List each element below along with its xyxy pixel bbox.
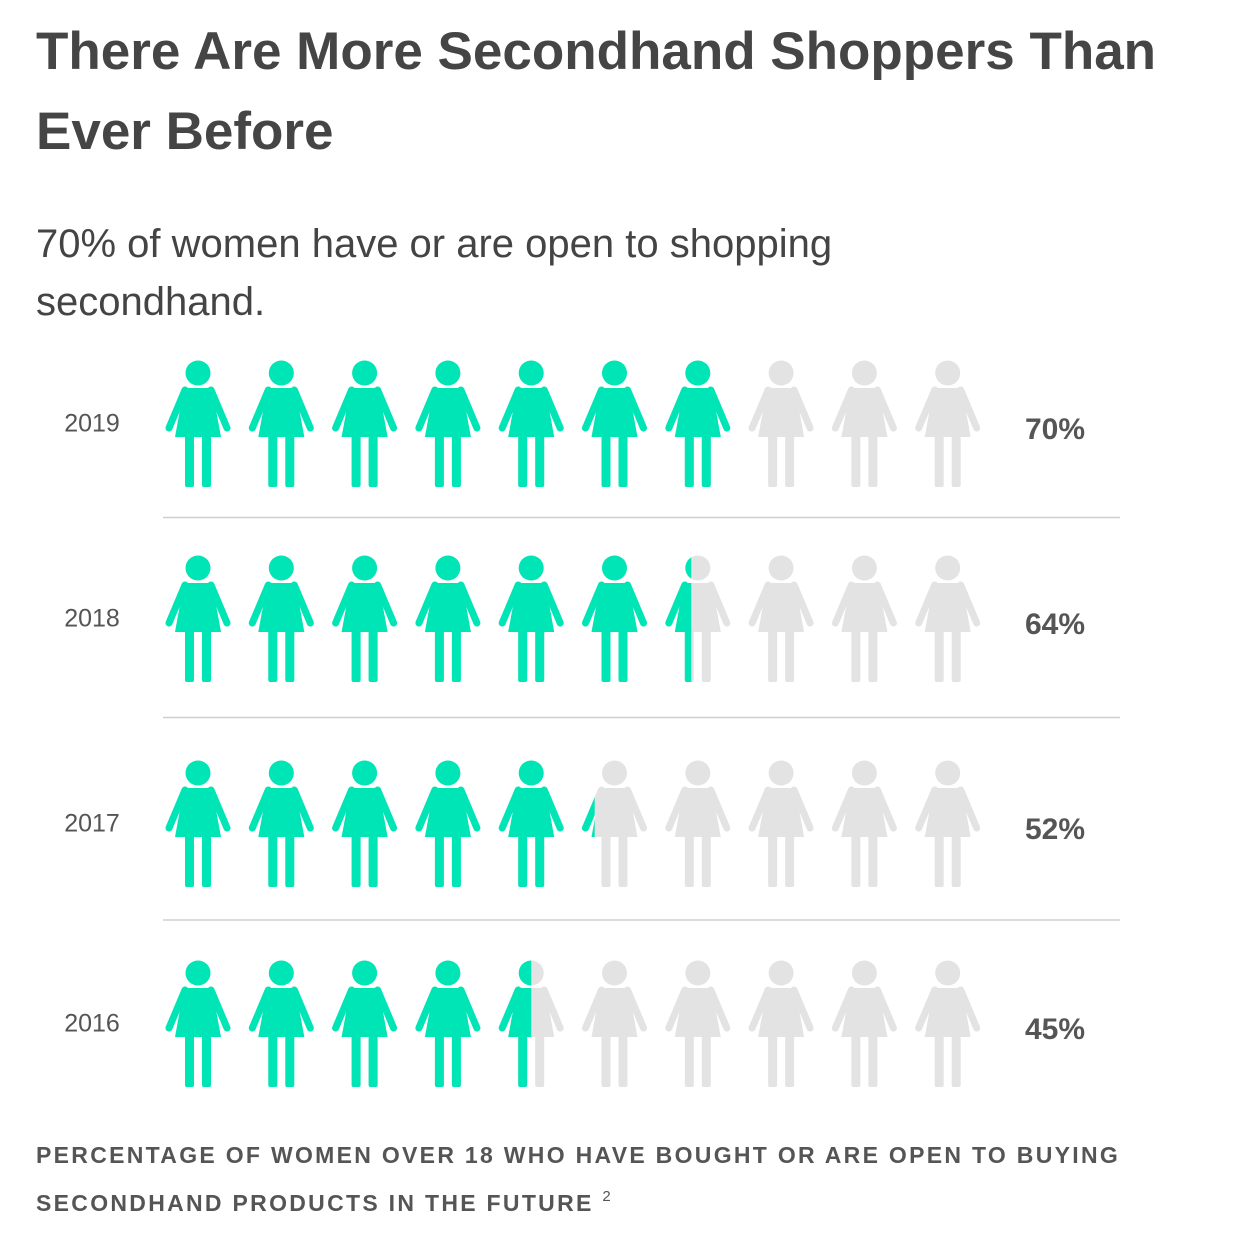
- filled-icons: [165, 960, 532, 1087]
- footnote-text: PERCENTAGE OF WOMEN OVER 18 WHO HAVE BOU…: [36, 1142, 1121, 1216]
- category-label: 2016: [64, 1010, 120, 1038]
- category-label: 2019: [64, 410, 120, 438]
- filled-icons: [165, 360, 731, 487]
- footnote: PERCENTAGE OF WOMEN OVER 18 WHO HAVE BOU…: [36, 1134, 1186, 1224]
- title: There Are More Secondhand Shoppers Than …: [36, 22, 1157, 161]
- filled-icons: [165, 555, 692, 682]
- value-label: 70%: [1025, 413, 1085, 446]
- footnote-ref: 2: [602, 1188, 611, 1205]
- category-label: 2017: [64, 810, 120, 838]
- value-label: 52%: [1025, 813, 1085, 846]
- value-label: 64%: [1025, 608, 1085, 641]
- subtitle: 70% of women have or are open to shoppin…: [36, 222, 833, 324]
- value-label: 45%: [1025, 1013, 1085, 1046]
- category-label: 2018: [64, 605, 120, 633]
- filled-icons: [165, 760, 595, 887]
